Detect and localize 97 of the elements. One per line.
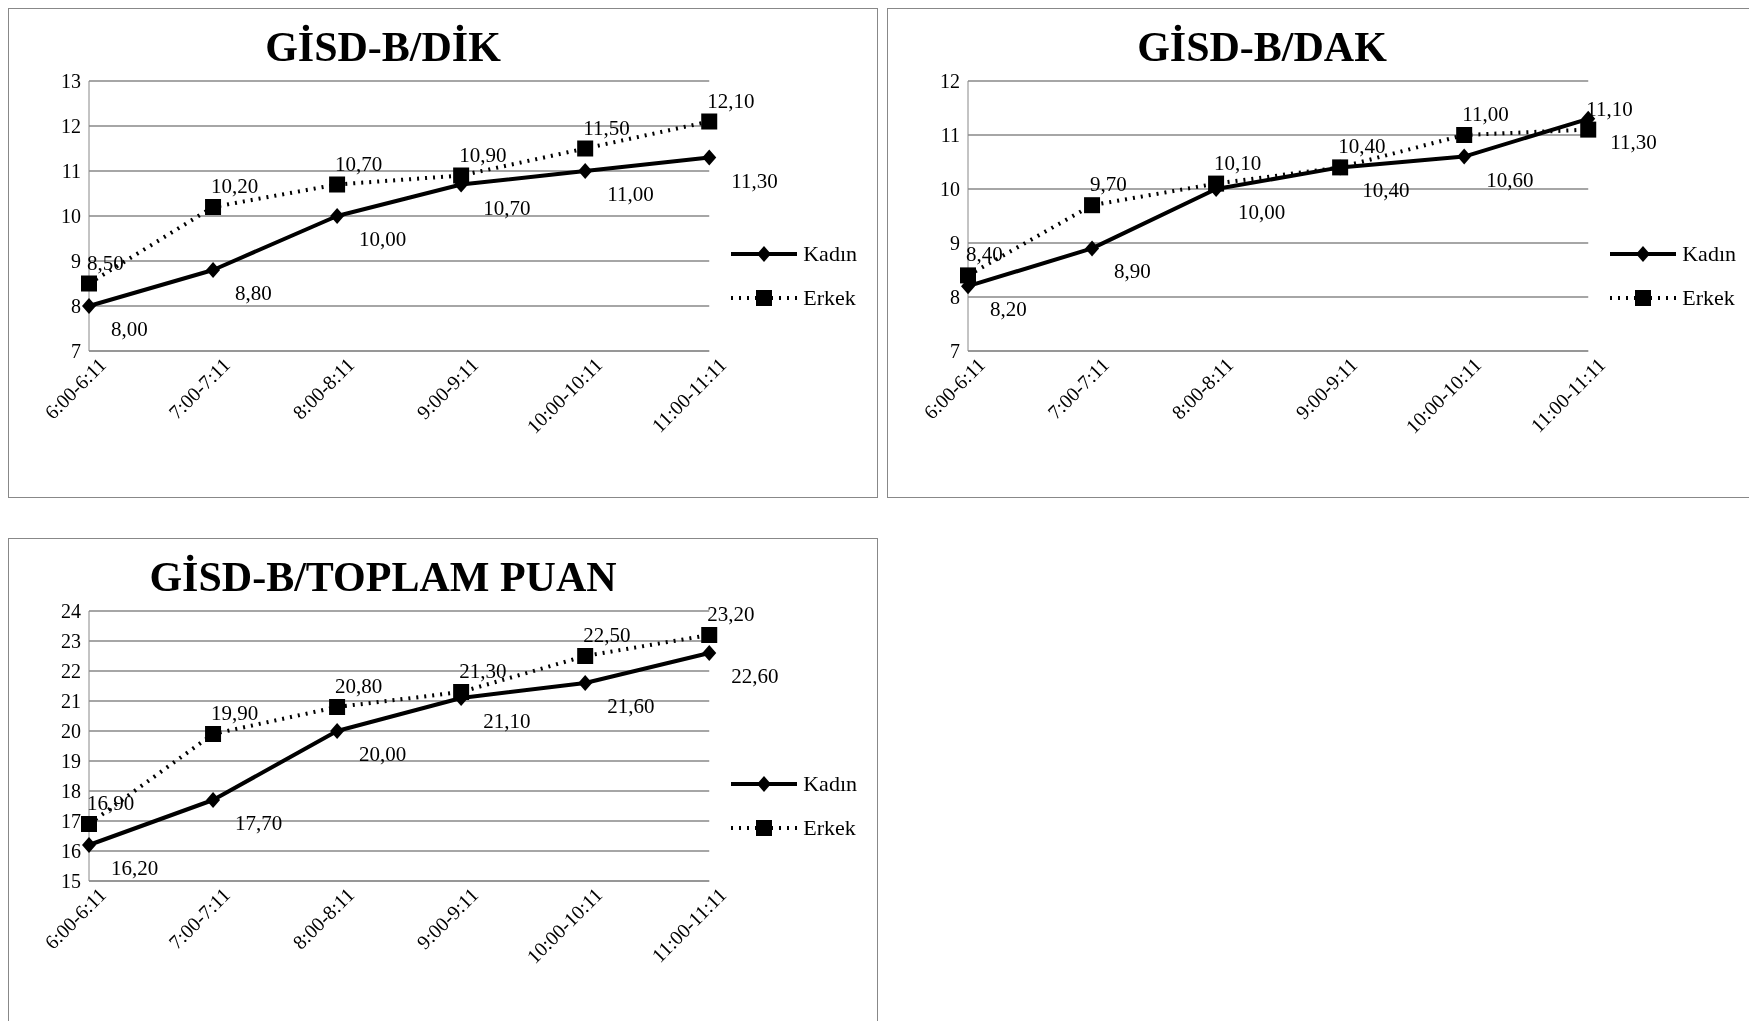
data-label: 16,20 bbox=[111, 856, 159, 880]
point bbox=[1085, 240, 1100, 257]
point bbox=[702, 149, 717, 166]
data-label: 10,00 bbox=[1238, 200, 1286, 224]
data-label: 17,70 bbox=[235, 811, 283, 835]
y-tick-label: 12 bbox=[940, 70, 960, 93]
y-tick-label: 13 bbox=[61, 70, 81, 93]
y-tick-label: 8 bbox=[950, 286, 960, 309]
y-tick-label: 7 bbox=[71, 340, 81, 363]
data-label: 22,50 bbox=[583, 623, 631, 647]
data-label: 21,10 bbox=[483, 709, 531, 733]
data-label: 8,40 bbox=[966, 242, 1003, 267]
data-label: 10,20 bbox=[211, 174, 259, 198]
point bbox=[1084, 197, 1101, 214]
chart-title: GİSD-B/DAK bbox=[1136, 23, 1388, 71]
y-tick-label: 10 bbox=[61, 205, 81, 228]
y-tick-label: 10 bbox=[940, 178, 960, 201]
point bbox=[330, 723, 345, 739]
point bbox=[1457, 148, 1472, 165]
y-tick-label: 17 bbox=[61, 810, 81, 833]
data-label: 8,80 bbox=[235, 281, 272, 305]
y-tick-label: 11 bbox=[61, 160, 81, 183]
legend-label: Erkek bbox=[803, 815, 856, 841]
data-label: 8,00 bbox=[111, 317, 148, 341]
y-tick-label: 16 bbox=[61, 840, 81, 863]
point bbox=[206, 262, 221, 278]
legend-label: Kadın bbox=[803, 771, 857, 797]
data-label: 20,00 bbox=[359, 742, 407, 766]
legend-label: Kadın bbox=[1682, 241, 1736, 267]
point bbox=[1208, 175, 1225, 192]
point bbox=[701, 627, 718, 643]
point bbox=[453, 684, 470, 700]
point bbox=[81, 275, 97, 292]
point bbox=[206, 792, 221, 808]
point bbox=[329, 699, 346, 715]
chart-title: GİSD-B/DİK bbox=[264, 23, 502, 71]
point bbox=[205, 726, 222, 742]
y-tick-label: 21 bbox=[61, 690, 81, 713]
data-label: 11,30 bbox=[1610, 129, 1657, 154]
point bbox=[1580, 121, 1597, 138]
data-label: 11,00 bbox=[607, 182, 654, 206]
point bbox=[960, 267, 976, 284]
data-label: 10,40 bbox=[1362, 178, 1410, 203]
data-label: 8,50 bbox=[87, 250, 124, 275]
data-label: 12,10 bbox=[707, 88, 755, 113]
point bbox=[205, 199, 222, 215]
y-tick-label: 9 bbox=[71, 250, 81, 273]
y-tick-label: 20 bbox=[61, 720, 81, 743]
point bbox=[577, 648, 594, 664]
point bbox=[578, 675, 593, 691]
data-label: 11,50 bbox=[583, 115, 630, 140]
point bbox=[453, 167, 470, 184]
point bbox=[1456, 127, 1473, 143]
data-label: 11,10 bbox=[1586, 96, 1633, 121]
data-label: 22,60 bbox=[731, 664, 779, 688]
data-label: 10,70 bbox=[335, 151, 383, 176]
data-label: 10,00 bbox=[359, 227, 407, 251]
data-label: 10,70 bbox=[483, 195, 531, 220]
y-tick-label: 22 bbox=[61, 660, 81, 683]
point bbox=[330, 208, 345, 224]
data-label: 20,80 bbox=[335, 674, 383, 698]
data-label: 10,60 bbox=[1486, 167, 1534, 192]
point bbox=[81, 816, 97, 832]
point bbox=[577, 140, 594, 157]
data-label: 21,60 bbox=[607, 694, 655, 718]
data-label: 10,90 bbox=[459, 142, 507, 167]
data-label: 9,70 bbox=[1090, 172, 1127, 197]
y-tick-label: 11 bbox=[940, 124, 960, 147]
y-tick-label: 9 bbox=[950, 232, 960, 255]
y-tick-label: 7 bbox=[950, 340, 960, 363]
y-tick-label: 23 bbox=[61, 630, 81, 653]
data-label: 19,90 bbox=[211, 701, 259, 725]
point bbox=[82, 837, 96, 853]
data-label: 10,40 bbox=[1338, 134, 1386, 159]
data-label: 8,90 bbox=[1114, 259, 1151, 284]
data-label: 23,20 bbox=[707, 602, 755, 626]
data-label: 21,30 bbox=[459, 659, 507, 683]
point bbox=[82, 298, 96, 314]
data-label: 16,90 bbox=[87, 791, 135, 815]
legend-label: Kadın bbox=[803, 241, 857, 267]
y-tick-label: 12 bbox=[61, 115, 81, 138]
y-tick-label: 18 bbox=[61, 780, 81, 803]
legend-label: Erkek bbox=[1682, 285, 1735, 311]
chart-title: GİSD-B/TOPLAM PUAN bbox=[148, 553, 618, 601]
point bbox=[701, 113, 718, 130]
data-label: 11,30 bbox=[731, 168, 778, 193]
y-tick-label: 19 bbox=[61, 750, 81, 773]
legend-label: Erkek bbox=[803, 285, 856, 311]
data-label: 11,00 bbox=[1462, 102, 1509, 126]
point bbox=[702, 645, 717, 661]
y-tick-label: 8 bbox=[71, 295, 81, 318]
data-label: 10,10 bbox=[1214, 150, 1262, 175]
data-label: 8,20 bbox=[990, 297, 1027, 322]
y-tick-label: 24 bbox=[61, 600, 81, 623]
point bbox=[329, 176, 346, 193]
point bbox=[578, 163, 593, 179]
y-tick-label: 15 bbox=[61, 870, 81, 893]
